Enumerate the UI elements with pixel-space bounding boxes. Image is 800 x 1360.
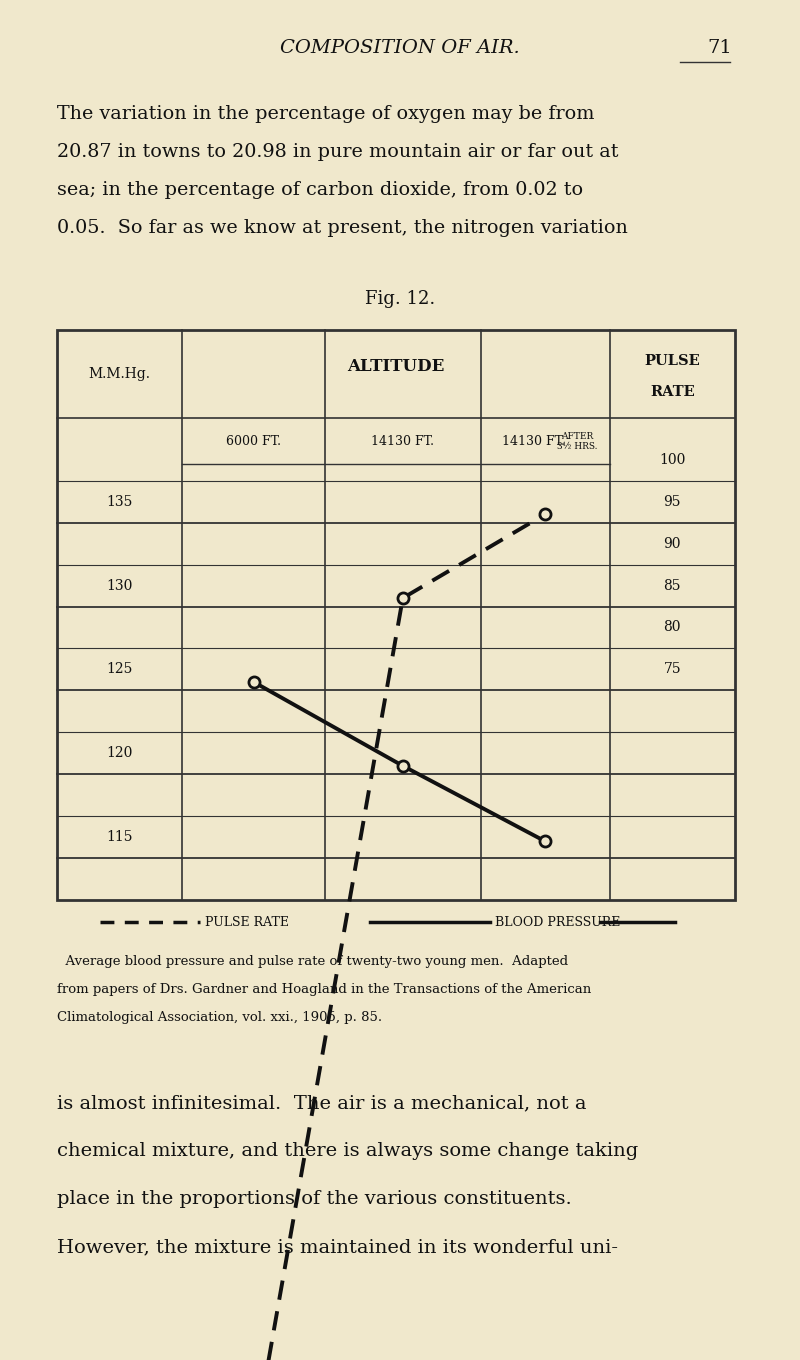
Text: 3½ HRS.: 3½ HRS. [557, 442, 598, 450]
Text: 71: 71 [708, 39, 732, 57]
Text: 130: 130 [106, 578, 133, 593]
Text: 90: 90 [663, 537, 681, 551]
Text: ALTITUDE: ALTITUDE [347, 358, 445, 374]
Text: 120: 120 [106, 747, 133, 760]
Text: sea; in the percentage of carbon dioxide, from 0.02 to: sea; in the percentage of carbon dioxide… [57, 181, 583, 199]
Text: 0.05.  So far as we know at present, the nitrogen variation: 0.05. So far as we know at present, the … [57, 219, 628, 237]
Text: 80: 80 [663, 620, 681, 635]
Text: Climatological Association, vol. xxi., 1905, p. 85.: Climatological Association, vol. xxi., 1… [57, 1010, 382, 1024]
Text: 115: 115 [106, 830, 133, 845]
Text: RATE: RATE [650, 385, 694, 398]
Text: 95: 95 [663, 495, 681, 509]
Text: M.M.Hg.: M.M.Hg. [89, 367, 150, 381]
Text: 6000 FT.: 6000 FT. [226, 435, 281, 447]
Text: 135: 135 [106, 495, 133, 509]
Text: Fig. 12.: Fig. 12. [365, 290, 435, 307]
Bar [57, 330, 735, 900]
Text: 20.87 in towns to 20.98 in pure mountain air or far out at: 20.87 in towns to 20.98 in pure mountain… [57, 143, 618, 160]
Text: AFTER: AFTER [561, 431, 594, 441]
Text: 125: 125 [106, 662, 133, 676]
Text: 14130 FT.: 14130 FT. [502, 435, 565, 447]
Text: chemical mixture, and there is always some change taking: chemical mixture, and there is always so… [57, 1142, 638, 1160]
Text: from papers of Drs. Gardner and Hoagland in the Transactions of the American: from papers of Drs. Gardner and Hoagland… [57, 983, 591, 996]
Text: PULSE RATE: PULSE RATE [205, 915, 289, 929]
Text: 14130 FT.: 14130 FT. [371, 435, 434, 447]
Text: PULSE: PULSE [645, 354, 700, 369]
Text: 100: 100 [659, 453, 686, 466]
Text: Average blood pressure and pulse rate of twenty-two young men.  Adapted: Average blood pressure and pulse rate of… [57, 955, 568, 968]
Text: 75: 75 [663, 662, 681, 676]
Text: COMPOSITION OF AIR.: COMPOSITION OF AIR. [280, 39, 520, 57]
Text: However, the mixture is maintained in its wonderful uni-: However, the mixture is maintained in it… [57, 1238, 618, 1257]
Text: BLOOD PRESSURE: BLOOD PRESSURE [495, 915, 620, 929]
Text: 85: 85 [663, 578, 681, 593]
Text: is almost infinitesimal.  The air is a mechanical, not a: is almost infinitesimal. The air is a me… [57, 1093, 586, 1112]
Text: place in the proportions of the various constituents.: place in the proportions of the various … [57, 1190, 572, 1208]
Text: The variation in the percentage of oxygen may be from: The variation in the percentage of oxyge… [57, 105, 594, 122]
